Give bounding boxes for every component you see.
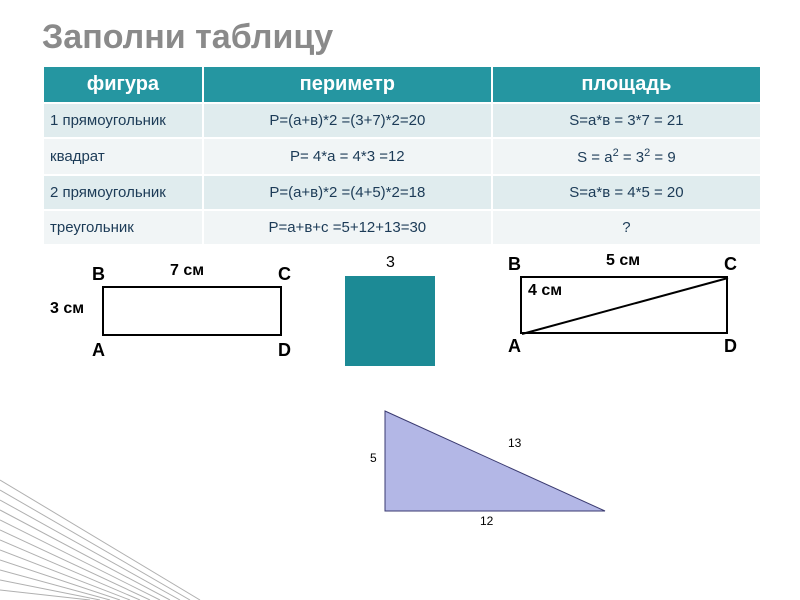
rect2-vertex-d: D xyxy=(724,336,737,357)
cell-area: S=а*в = 3*7 = 21 xyxy=(492,103,761,138)
rect1-vertex-a: A xyxy=(92,340,105,361)
cell-perimeter: P=(а+в)*2 =(4+5)*2=18 xyxy=(203,175,492,210)
triangle-side-b: 12 xyxy=(480,514,493,528)
table-row: 1 прямоугольник P=(а+в)*2 =(3+7)*2=20 S=… xyxy=(43,103,761,138)
cell-area: ? xyxy=(492,210,761,245)
th-perimeter: периметр xyxy=(203,66,492,103)
cell-shape: 2 прямоугольник xyxy=(43,175,203,210)
rect1-line xyxy=(280,286,282,336)
triangle-side-a: 5 xyxy=(370,451,377,465)
rect1-vertex-d: D xyxy=(278,340,291,361)
table-row: 2 прямоугольник P=(а+в)*2 =(4+5)*2=18 S=… xyxy=(43,175,761,210)
cell-shape: треугольник xyxy=(43,210,203,245)
rect1-vertex-c: C xyxy=(278,264,291,285)
rect1-line xyxy=(102,334,282,336)
rect2-vertex-a: A xyxy=(508,336,521,357)
triangle-side-c: 13 xyxy=(508,436,521,450)
cell-perimeter: P= 4*а = 4*3 =12 xyxy=(203,138,492,175)
cell-perimeter: P=(а+в)*2 =(3+7)*2=20 xyxy=(203,103,492,138)
rect1-line xyxy=(102,286,104,336)
rect1-line xyxy=(102,286,282,288)
table-row: треугольник P=а+в+с =5+12+13=30 ? xyxy=(43,210,761,245)
rect2-left-label: 4 см xyxy=(528,282,562,300)
triangle-shape xyxy=(345,401,625,531)
rect1-vertex-b: B xyxy=(92,264,105,285)
th-area: площадь xyxy=(492,66,761,103)
rect1-left-label: 3 см xyxy=(50,300,84,318)
th-shape: фигура xyxy=(43,66,203,103)
rect2-vertex-b: B xyxy=(508,254,521,275)
cell-area: S = а2 = 32 = 9 xyxy=(492,138,761,175)
square-label: 3 xyxy=(386,254,395,272)
cell-shape: квадрат xyxy=(43,138,203,175)
rect2-top-label: 5 см xyxy=(606,252,640,270)
formula-table: фигура периметр площадь 1 прямоугольник … xyxy=(42,65,762,246)
rect1-top-label: 7 см xyxy=(170,262,204,280)
cell-area: S=а*в = 4*5 = 20 xyxy=(492,175,761,210)
rect2-vertex-c: C xyxy=(724,254,737,275)
table-row: квадрат P= 4*а = 4*3 =12 S = а2 = 32 = 9 xyxy=(43,138,761,175)
square-shape xyxy=(345,276,435,366)
cell-perimeter: P=а+в+с =5+12+13=30 xyxy=(203,210,492,245)
cell-shape: 1 прямоугольник xyxy=(43,103,203,138)
corner-lines-decoration xyxy=(0,460,220,600)
page-title: Заполни таблицу xyxy=(0,0,800,65)
